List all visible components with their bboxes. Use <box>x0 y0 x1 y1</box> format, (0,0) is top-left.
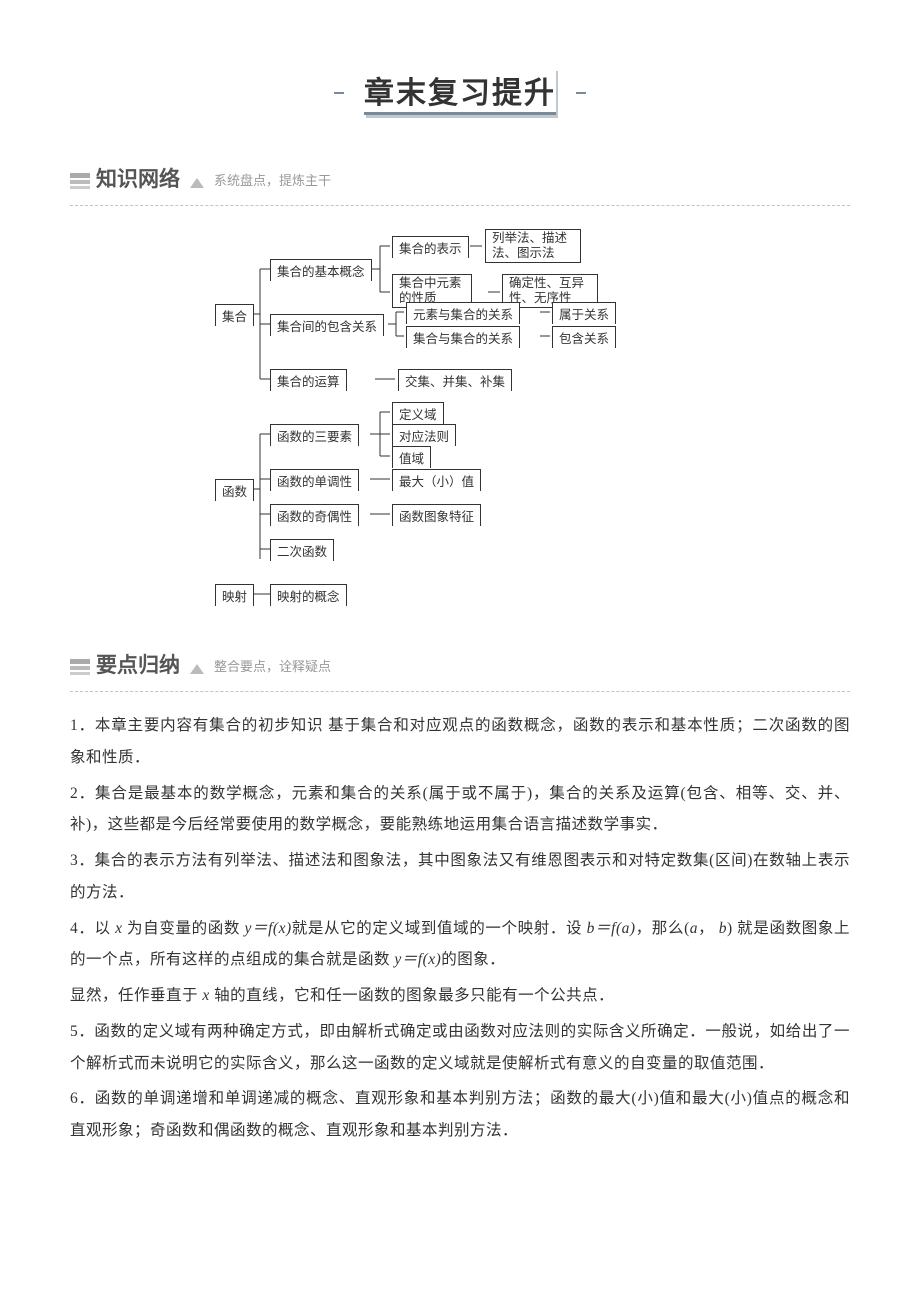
p4e: ， <box>698 920 719 937</box>
math-yfx2: y＝f(x) <box>394 951 441 968</box>
para-6: 6．函数的单调递增和单调递减的概念、直观形象和基本判别方法；函数的最大(小)值和… <box>70 1083 850 1147</box>
triangle-icon <box>190 178 204 188</box>
node-maxmin: 最大（小）值 <box>392 469 481 491</box>
node-range: 值域 <box>392 446 431 468</box>
node-belong: 属于关系 <box>552 302 616 324</box>
math-b: b <box>719 920 727 937</box>
node-set-op: 集合的运算 <box>270 369 347 391</box>
node-map-concept: 映射的概念 <box>270 584 347 606</box>
node-set-repr-right: 列举法、描述法、图示法 <box>485 229 581 263</box>
concept-tree-svg: 集合 函数 映射 集合的基本概念 集合间的包含关系 集合的运算 集合的表示 列举… <box>210 224 710 614</box>
node-graph-feat: 函数图象特征 <box>392 504 481 526</box>
para-1: 1．本章主要内容有集合的初步知识 基于集合和对应观点的函数概念，函数的表示和基本… <box>70 710 850 774</box>
section1-subtitle: 系统盘点，提炼主干 <box>214 170 331 189</box>
triangle-icon <box>190 664 204 674</box>
para-3: 3．集合的表示方法有列举法、描述法和图象法，其中图象法又有维恩图表示和对特定数集… <box>70 845 850 909</box>
node-func-parity: 函数的奇偶性 <box>270 504 359 526</box>
concept-diagram: 集合 函数 映射 集合的基本概念 集合间的包含关系 集合的运算 集合的表示 列举… <box>70 224 850 619</box>
node-rule: 对应法则 <box>392 424 456 446</box>
heading-divider <box>70 691 850 692</box>
node-set-set: 集合与集合的关系 <box>406 326 520 348</box>
math-a: a <box>690 920 698 937</box>
section2-title: 要点归纳 <box>96 649 180 679</box>
page-title: 章末复习提升 <box>364 77 556 110</box>
math-x: x <box>115 920 122 937</box>
section1-title: 知识网络 <box>96 163 180 193</box>
node-domain: 定义域 <box>392 402 444 424</box>
p4l2a: 显然，任作垂直于 <box>70 987 202 1004</box>
p4d: ，那么( <box>636 920 690 937</box>
p4g: 的图象． <box>441 951 505 968</box>
heading-bars-icon <box>70 659 90 679</box>
node-map: 映射 <box>215 584 254 606</box>
para-4-line2: 显然，任作垂直于 x 轴的直线，它和任一函数的图象最多只能有一个公共点． <box>70 980 850 1012</box>
p4a: 4．以 <box>70 920 115 937</box>
math-x2: x <box>202 987 209 1004</box>
node-elem-set: 元素与集合的关系 <box>406 302 520 324</box>
node-set-basic: 集合的基本概念 <box>270 259 372 281</box>
para-5: 5．函数的定义域有两种确定方式，即由解析式确定或由函数对应法则的实际含义所确定．… <box>70 1016 850 1080</box>
section2-subtitle: 整合要点，诠释疑点 <box>214 656 331 675</box>
p4c: 就是从它的定义域到值域的一个映射．设 <box>292 920 587 937</box>
heading-bars-icon <box>70 173 90 193</box>
node-func-mono: 函数的单调性 <box>270 469 359 491</box>
heading-divider <box>70 205 850 206</box>
math-yfx: y＝f(x) <box>244 920 291 937</box>
para-2: 2．集合是最基本的数学概念，元素和集合的关系(属于或不属于)，集合的关系及运算(… <box>70 778 850 842</box>
node-set-repr: 集合的表示 <box>392 236 469 258</box>
node-contain: 包含关系 <box>552 326 616 348</box>
page-title-banner: 章末复习提升 <box>70 60 850 123</box>
node-set-subset: 集合间的包含关系 <box>270 314 384 336</box>
node-set: 集合 <box>215 304 254 326</box>
node-quadratic: 二次函数 <box>270 539 334 561</box>
node-func-3: 函数的三要素 <box>270 424 359 446</box>
section-heading-knowledge: 知识网络 系统盘点，提炼主干 <box>70 163 850 193</box>
para-4: 4．以 x 为自变量的函数 y＝f(x)就是从它的定义域到值域的一个映射．设 b… <box>70 913 850 977</box>
math-bfa: b＝f(a) <box>587 920 636 937</box>
section-heading-points: 要点归纳 整合要点，诠释疑点 <box>70 649 850 679</box>
p4l2b: 轴的直线，它和任一函数的图象最多只能有一个公共点． <box>210 987 614 1004</box>
p4b: 为自变量的函数 <box>123 920 245 937</box>
node-set-ops-right: 交集、并集、补集 <box>398 369 512 391</box>
node-func: 函数 <box>215 479 254 501</box>
